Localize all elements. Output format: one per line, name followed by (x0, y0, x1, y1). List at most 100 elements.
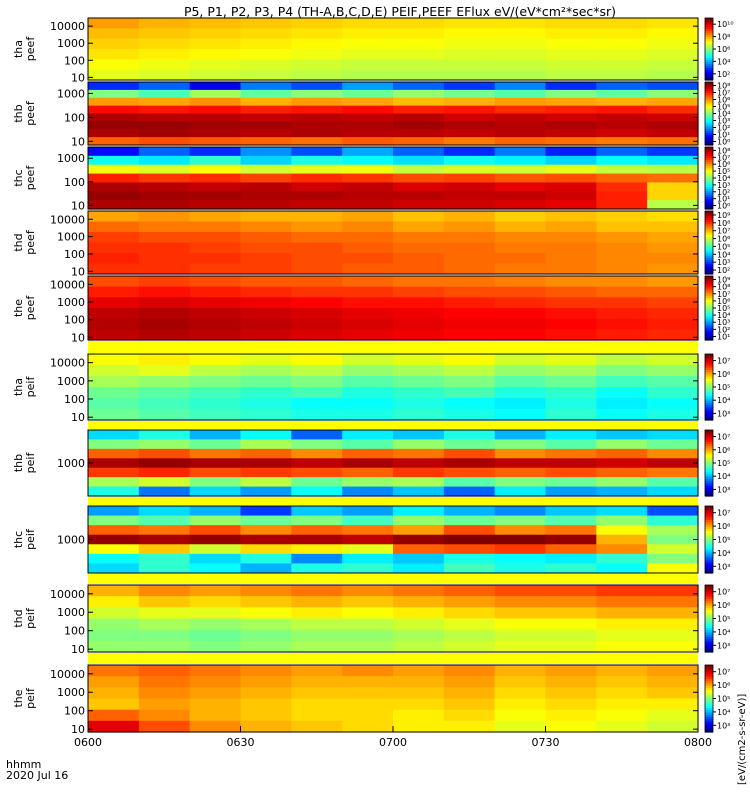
colorbar-segment (705, 711, 713, 715)
heatmap-cell (443, 458, 496, 469)
heatmap-cell (342, 387, 394, 399)
heatmap-cell (545, 563, 597, 574)
colorbar-segment (705, 391, 713, 395)
heatmap-cell (342, 665, 394, 677)
panel-cells (88, 354, 699, 421)
colorbar-segment (705, 669, 713, 673)
colorbar-segment (705, 157, 713, 160)
heatmap-cell (596, 191, 648, 201)
y-tick-label: 10000 (50, 588, 85, 601)
heatmap-cell (393, 525, 445, 536)
colorbar-segment (705, 707, 713, 711)
heatmap-cell (291, 232, 343, 244)
heatmap-cell (596, 286, 648, 298)
colorbar-segment (705, 643, 713, 646)
colorbar-segment (705, 238, 713, 241)
colorbar-segment (705, 607, 713, 611)
heatmap-cell (596, 211, 648, 223)
heatmap-cell (291, 629, 343, 642)
colorbar-segment (705, 682, 713, 686)
colorbar-segment (705, 194, 713, 198)
heatmap-cell (138, 553, 191, 565)
heatmap-cell (443, 387, 496, 399)
heatmap-cell (596, 155, 648, 166)
heatmap-cell (494, 164, 547, 175)
colorbar-segment (705, 441, 713, 444)
colorbar-tick-label: 10⁷ (717, 509, 730, 518)
heatmap-cell (240, 618, 292, 631)
heatmap-cell (240, 709, 292, 722)
heatmap-cell (647, 82, 699, 91)
heatmap-cell (596, 607, 648, 620)
heatmap-cell (647, 709, 699, 722)
heatmap-cell (189, 354, 242, 366)
colorbar-segment (705, 716, 713, 720)
heatmap-cell (291, 38, 343, 50)
colorbar-segment (705, 213, 713, 216)
heatmap-cell (443, 329, 496, 341)
heatmap-cell (88, 448, 140, 459)
heatmap-cell (240, 698, 292, 711)
heatmap-cell (138, 563, 191, 574)
colorbar-segment (705, 512, 713, 516)
colorbar-segment (705, 678, 713, 682)
heatmap-cell (545, 544, 597, 555)
heatmap-cell (189, 376, 242, 388)
heatmap-cell (138, 97, 191, 107)
heatmap-cell (443, 676, 496, 688)
colorbar-tick-label: 10⁷ (717, 588, 730, 597)
colorbar-segment (705, 561, 713, 565)
y-tick-label: 10 (71, 723, 85, 736)
colorbar-segment (705, 103, 713, 106)
heatmap-cell (393, 439, 445, 450)
colorbar-segment (705, 293, 713, 296)
heatmap-cell (138, 430, 191, 441)
heatmap-cell (291, 49, 343, 60)
heatmap-cell (291, 467, 343, 478)
colorbar-tick-label: 10¹⁰ (717, 20, 734, 29)
heatmap-cell (240, 665, 292, 677)
heatmap-cell (189, 221, 242, 233)
colorbar-segment (705, 149, 713, 152)
heatmap-cell (189, 253, 242, 265)
colorbar-segment (705, 100, 713, 104)
heatmap-cell (342, 596, 394, 608)
heatmap-cell (342, 376, 394, 388)
heatmap-cell (393, 687, 445, 700)
heatmap-cell (88, 409, 140, 421)
heatmap-cell (443, 97, 496, 107)
heatmap-cell (342, 698, 394, 711)
heatmap-cell (494, 105, 547, 115)
heatmap-cell (189, 82, 242, 91)
heatmap-cell (596, 640, 648, 653)
colorbar-segment (705, 389, 713, 392)
panel-label-line: peif (24, 452, 37, 474)
panel-cells (88, 665, 699, 733)
colorbar-segment (705, 493, 713, 497)
colorbar-segment (705, 151, 713, 154)
colorbar-tick-label: 10³ (717, 318, 730, 327)
colorbar-segment (705, 552, 713, 556)
heatmap-cell (291, 89, 343, 99)
heatmap-cell (240, 253, 292, 265)
heatmap-cell (189, 629, 242, 642)
colorbar-segment (705, 75, 713, 79)
heatmap-cell (393, 553, 445, 565)
colorbar-segment (705, 327, 713, 330)
heatmap-cell (596, 676, 648, 688)
heatmap-cell (647, 191, 699, 201)
panel-label-line: tha (12, 40, 25, 58)
colorbar-thb-peif: 10³ 10⁴ 10⁵ 10⁶ 10⁷ (704, 429, 730, 497)
colorbar-tick-label: 10⁶ (717, 446, 730, 455)
heatmap-cell (545, 618, 597, 631)
heatmap-cell (596, 129, 648, 138)
heatmap-cell (494, 387, 547, 399)
colorbar-segment (705, 640, 713, 644)
colorbar-segment (705, 255, 713, 258)
heatmap-cell (545, 720, 597, 733)
heatmap-cell (545, 297, 597, 309)
colorbar-segment (705, 465, 713, 468)
heatmap-cell (138, 534, 191, 545)
heatmap-cell (240, 515, 292, 526)
colorbar-segment (705, 680, 713, 684)
